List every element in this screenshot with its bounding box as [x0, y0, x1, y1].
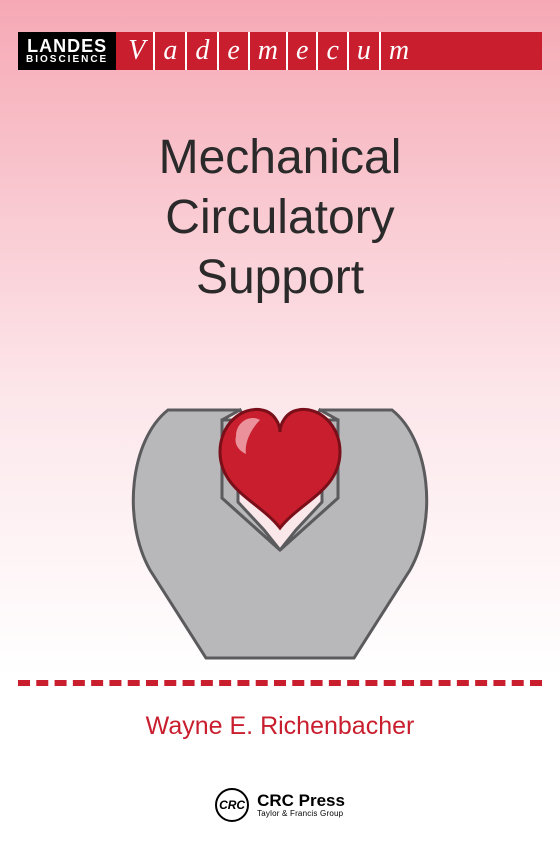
series-letter: c: [316, 32, 346, 70]
divider-dashed: [18, 680, 542, 686]
wrench-heart-icon: [110, 380, 450, 660]
series-letter: e: [286, 32, 316, 70]
series-letter: m: [248, 32, 286, 70]
series-letter: d: [185, 32, 217, 70]
publisher-text-block: CRC Press Taylor & Francis Group: [257, 792, 345, 818]
book-title: Mechanical Circulatory Support: [0, 128, 560, 308]
title-line-1: Mechanical: [0, 128, 560, 188]
title-line-2: Circulatory: [0, 188, 560, 248]
publisher-footer: CRC CRC Press Taylor & Francis Group: [0, 788, 560, 822]
author-name: Wayne E. Richenbacher: [0, 712, 560, 741]
landes-label-bottom: BIOSCIENCE: [26, 55, 108, 65]
series-letter: V: [124, 32, 153, 70]
crc-badge-text: CRC: [219, 798, 245, 812]
series-letter: u: [347, 32, 379, 70]
series-letter: m: [379, 32, 417, 70]
publisher-name: CRC Press: [257, 792, 345, 810]
book-cover: LANDES BIOSCIENCE V a d e m e c u m Mech…: [0, 0, 560, 868]
series-letter: a: [153, 32, 185, 70]
crc-badge-icon: CRC: [215, 788, 249, 822]
landes-label-top: LANDES: [27, 37, 107, 55]
header-band: LANDES BIOSCIENCE V a d e m e c u m: [18, 32, 542, 70]
landes-bioscience-block: LANDES BIOSCIENCE: [18, 32, 116, 70]
series-letter: e: [217, 32, 247, 70]
publisher-tagline: Taylor & Francis Group: [257, 810, 345, 818]
cover-illustration: [110, 380, 450, 660]
series-band: V a d e m e c u m: [116, 32, 542, 70]
title-line-3: Support: [0, 248, 560, 308]
